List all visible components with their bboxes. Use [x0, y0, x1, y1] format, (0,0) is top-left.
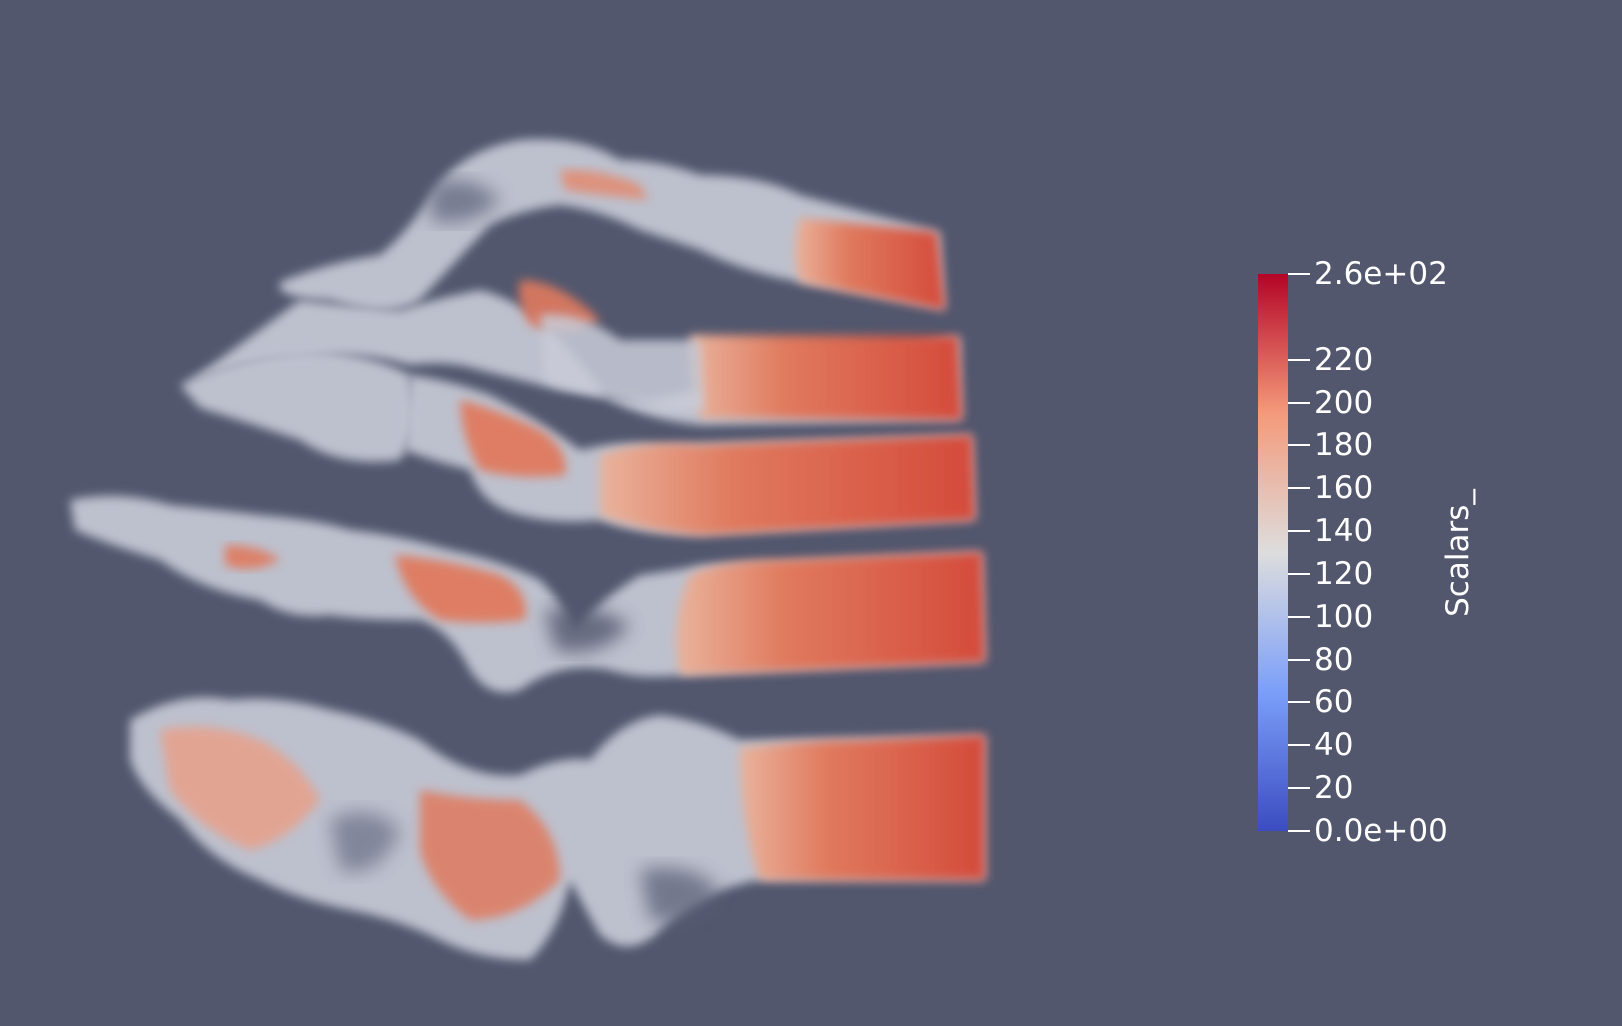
colorbar-tick-label: 200: [1314, 384, 1374, 421]
colorbar-tick-mark: [1288, 701, 1310, 704]
colorbar-tick-mark: [1288, 572, 1310, 575]
hallux-bones: [130, 697, 985, 960]
colorbar-tick-label: 120: [1314, 555, 1374, 592]
colorbar-tick-label: 60: [1314, 684, 1354, 721]
colorbar-tick-label: 100: [1314, 598, 1374, 635]
colorbar-tick-label: 220: [1314, 341, 1374, 378]
colorbar-tick-mark: [1288, 744, 1310, 747]
colorbar-tick-mark: [1288, 787, 1310, 790]
colorbar-tick-label: 20: [1314, 770, 1354, 807]
colorbar-tick-mark: [1288, 615, 1310, 618]
colorbar-tick-label: 80: [1314, 641, 1354, 678]
toe-3-bones: [405, 375, 975, 535]
colorbar-tick-label: 140: [1314, 513, 1374, 550]
colorbar-tick-label: 160: [1314, 470, 1374, 507]
colorbar-tick-mark: [1288, 658, 1310, 661]
colorbar-tick-mark: [1288, 273, 1310, 275]
colorbar-gradient: [1258, 274, 1288, 831]
toe-4-bones: [70, 496, 985, 693]
toe-1-bones: [280, 139, 945, 310]
colorbar-tick-mark: [1288, 444, 1310, 447]
colorbar-tick-mark: [1288, 830, 1310, 832]
colorbar-tick-label: 2.6e+02: [1314, 256, 1448, 292]
colorbar-tick-mark: [1288, 358, 1310, 361]
colorbar-tick-label: 0.0e+00: [1314, 813, 1448, 849]
toe-2-bones: [180, 280, 962, 462]
colorbar-tick-label: 180: [1314, 427, 1374, 464]
colorbar-title: Scalars_: [1440, 489, 1476, 617]
colorbar-tick-mark: [1288, 401, 1310, 404]
colorbar-tick-mark: [1288, 487, 1310, 490]
colorbar-tick-mark: [1288, 530, 1310, 533]
colorbar-tick-label: 40: [1314, 727, 1354, 764]
